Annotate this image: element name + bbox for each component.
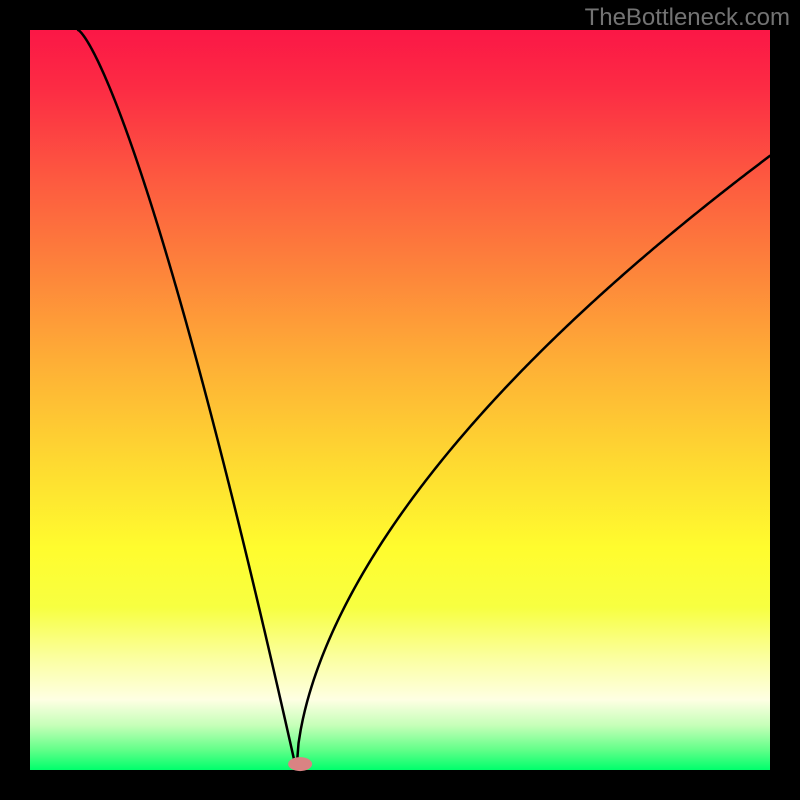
chart-frame: TheBottleneck.com xyxy=(0,0,800,800)
optimal-point-marker xyxy=(288,757,312,771)
plot-gradient-background xyxy=(30,30,770,770)
watermark-text: TheBottleneck.com xyxy=(585,4,790,32)
bottleneck-chart xyxy=(0,0,800,800)
